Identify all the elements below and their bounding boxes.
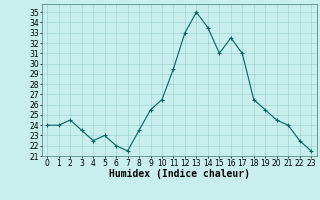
X-axis label: Humidex (Indice chaleur): Humidex (Indice chaleur): [109, 169, 250, 179]
